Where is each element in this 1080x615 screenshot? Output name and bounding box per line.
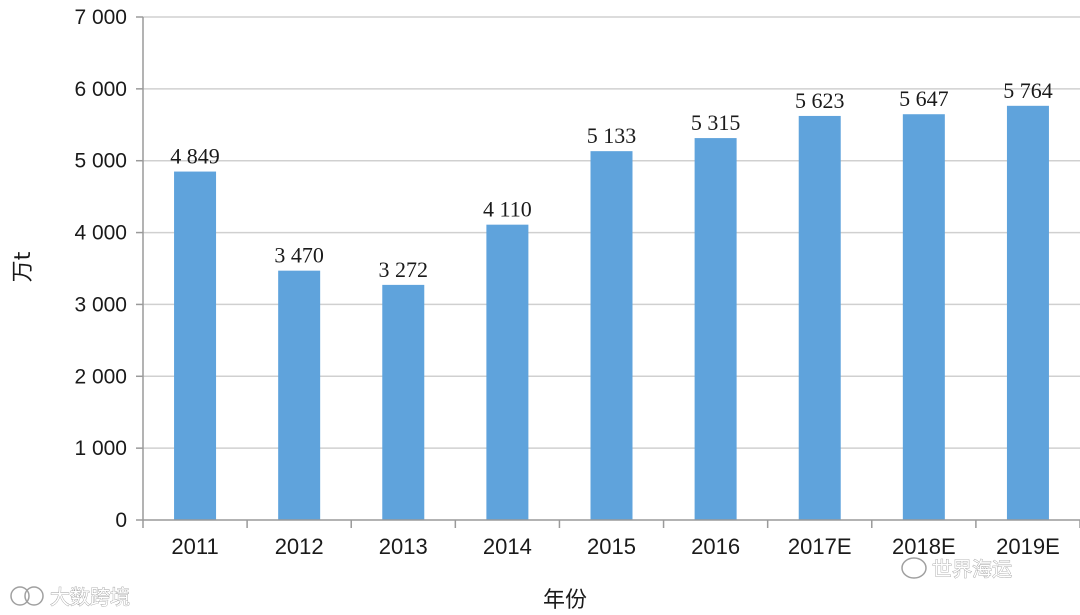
bar (382, 284, 425, 520)
data-label: 5 764 (1003, 78, 1053, 103)
x-tick-label: 2012 (275, 534, 324, 559)
bar (174, 171, 217, 521)
x-tick-label: 2019E (996, 534, 1060, 559)
watermark-left: 大数跨境 (10, 585, 130, 609)
axes (136, 16, 1080, 528)
bar (902, 114, 945, 520)
data-labels: 4 849 3 470 3 272 4 110 5 133 5 315 5 623 5 647… (170, 78, 1052, 282)
x-tick-label: 2017E (788, 534, 852, 559)
data-label: 3 470 (274, 243, 324, 268)
x-axis-title: 年份 (543, 588, 587, 613)
bar (1006, 105, 1049, 520)
data-label: 4 849 (170, 144, 220, 169)
watermark-logo-icon (10, 586, 30, 606)
data-label: 5 623 (795, 88, 845, 113)
wechat-icon (901, 557, 927, 579)
x-tick-label: 2014 (483, 534, 532, 559)
data-label: 5 133 (587, 123, 637, 148)
y-tick-label: 4 000 (74, 222, 127, 245)
y-axis-title: 万t (11, 251, 36, 282)
x-tick-label: 2016 (691, 534, 740, 559)
x-tick-label: 2015 (587, 534, 636, 559)
y-tick-label: 2 000 (74, 365, 127, 388)
bar (798, 115, 841, 520)
bar (278, 270, 321, 520)
x-tick-labels: 2011 2012 2013 2014 2015 2016 2017E 2018E 2019E (171, 534, 1059, 559)
data-label: 4 110 (483, 197, 532, 222)
bars (174, 105, 1049, 521)
y-tick-label: 6 000 (74, 78, 127, 101)
y-tick-label: 7 000 (74, 6, 127, 29)
y-tick-label: 1 000 (74, 437, 127, 460)
watermark-left-text: 大数跨境 (50, 585, 130, 609)
data-label: 5 647 (899, 86, 949, 111)
y-tick-label: 3 000 (74, 293, 127, 316)
x-tick-label: 2018E (892, 534, 956, 559)
watermark-logo-ring-icon (24, 586, 44, 606)
watermark-right: 世界海运 (901, 557, 1012, 581)
data-label: 3 272 (379, 257, 429, 282)
bar (694, 138, 737, 520)
watermark-right-text: 世界海运 (932, 557, 1012, 581)
x-tick-label: 2011 (171, 534, 218, 559)
bar (590, 151, 633, 520)
x-tick-label: 2013 (379, 534, 428, 559)
bar (486, 224, 529, 520)
data-label: 5 315 (691, 110, 741, 135)
y-tick-label: 5 000 (74, 150, 127, 173)
y-tick-label: 0 (115, 509, 127, 532)
y-tick-labels: 0 1 000 2 000 3 000 4 000 5 000 6 000 7 000 (74, 6, 127, 532)
